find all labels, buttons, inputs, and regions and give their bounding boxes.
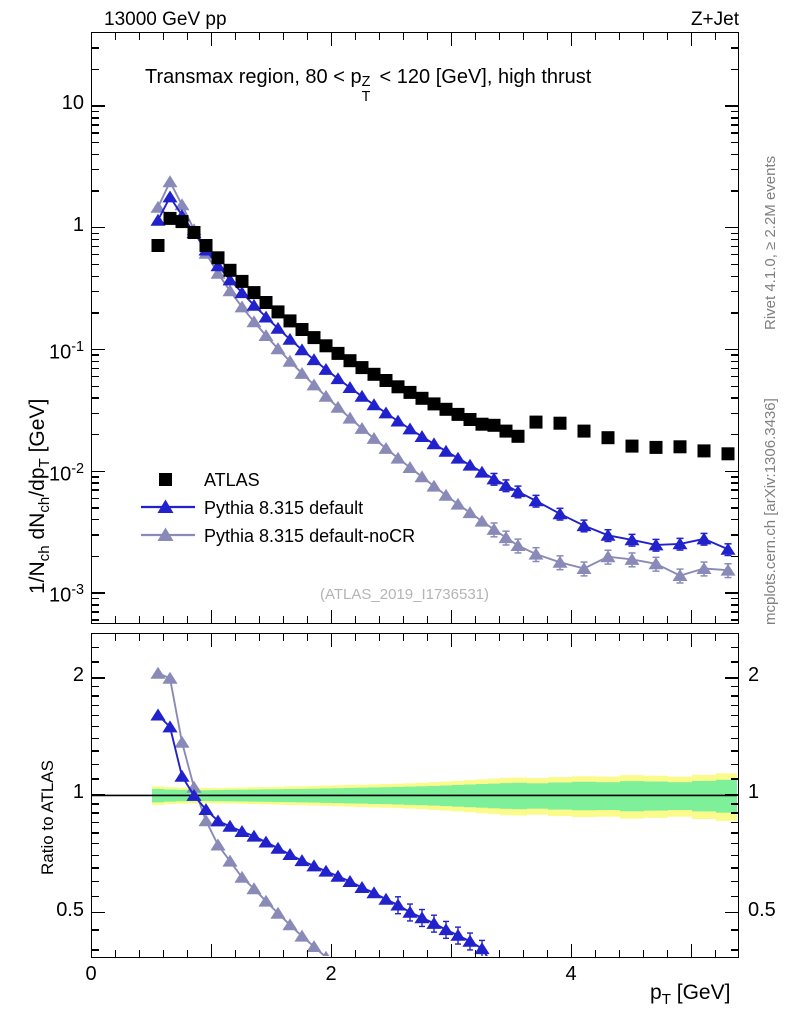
ratio-y-axis-title: Ratio to ATLAS <box>38 760 57 875</box>
x-axis-title: pT [GeV] <box>650 981 731 1009</box>
main-y-axis-title: 1/Nch dNch/dpT [GeV] <box>26 398 54 594</box>
legend-marker-square-icon <box>159 473 172 486</box>
main-plot-panel <box>91 32 739 624</box>
rivet-caption: Rivet 4.1.0, ≥ 2.2M events <box>762 155 779 330</box>
process-label: Z+Jet <box>690 9 739 30</box>
ratio-y-tick-label-2: 0.5 <box>56 898 84 921</box>
legend-label-pythia-default: Pythia 8.315 default <box>204 498 364 518</box>
main-y-tick-label-1: 1 <box>72 214 84 237</box>
ratio-y-tick-label-right-0: 2 <box>748 664 760 687</box>
main-y-tick-label-0: 10 <box>61 92 84 115</box>
legend-label-atlas: ATLAS <box>204 470 260 490</box>
main-y-tick-label-2: 10-1 <box>48 338 84 364</box>
ratio-y-tick-label-0: 2 <box>72 664 84 687</box>
legend-marker-triangle-blue-icon <box>141 499 195 513</box>
ratio-plot-canvas <box>92 666 738 957</box>
ratio-y-tick-label-right-2: 0.5 <box>748 898 776 921</box>
legend-marker-triangle-gray-icon <box>141 527 195 541</box>
main-plot-canvas <box>150 175 736 584</box>
ratio-plot-panel <box>91 633 739 958</box>
x-tick-label-2: 4 <box>565 963 577 985</box>
legend-label-pythia-nocr: Pythia 8.315 default-noCR <box>204 526 416 546</box>
mcplots-caption: mcplots.cern.ch [arXiv:1306.3436] <box>762 398 779 625</box>
x-tick-label-0: 0 <box>85 963 97 985</box>
ratio-y-tick-label-right-1: 1 <box>748 781 760 804</box>
x-tick-label-1: 2 <box>325 963 337 985</box>
analysis-id-watermark: (ATLAS_2019_I1736531) <box>320 586 490 603</box>
beam-energy-label: 13000 GeV pp <box>104 9 227 30</box>
